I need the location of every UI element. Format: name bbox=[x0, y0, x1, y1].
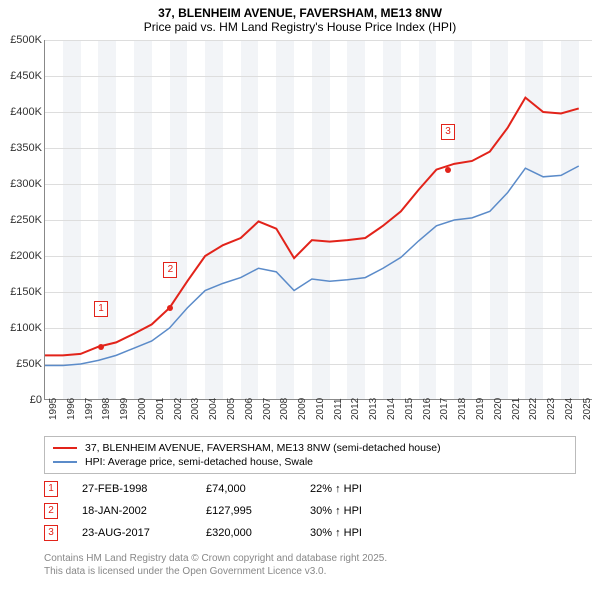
legend-row: 37, BLENHEIM AVENUE, FAVERSHAM, ME13 8NW… bbox=[53, 441, 567, 455]
transaction-row: 2 18-JAN-2002 £127,995 30% ↑ HPI bbox=[44, 500, 576, 522]
marker-dot bbox=[445, 167, 451, 173]
legend-row: HPI: Average price, semi-detached house,… bbox=[53, 455, 567, 469]
transactions-table: 1 27-FEB-1998 £74,000 22% ↑ HPI 2 18-JAN-2002… bbox=[44, 478, 576, 544]
attribution: Contains HM Land Registry data © Crown c… bbox=[44, 552, 576, 578]
y-tick-label: £150K bbox=[0, 286, 42, 298]
tx-delta: 30% ↑ HPI bbox=[310, 505, 362, 517]
series-line-s1 bbox=[45, 98, 579, 356]
chart-area: 123 199519961997199819992000200120022003… bbox=[0, 40, 600, 430]
legend: 37, BLENHEIM AVENUE, FAVERSHAM, ME13 8NW… bbox=[44, 436, 576, 474]
tx-number: 3 bbox=[44, 525, 58, 541]
x-tick-label: 2025 bbox=[582, 398, 600, 420]
tx-number: 1 bbox=[44, 481, 58, 497]
transaction-row: 3 23-AUG-2017 £320,000 30% ↑ HPI bbox=[44, 522, 576, 544]
tx-number: 2 bbox=[44, 503, 58, 519]
legend-label-series2: HPI: Average price, semi-detached house,… bbox=[85, 456, 313, 468]
tx-delta: 30% ↑ HPI bbox=[310, 527, 362, 539]
y-tick-label: £400K bbox=[0, 106, 42, 118]
tx-delta: 22% ↑ HPI bbox=[310, 483, 362, 495]
tx-price: £320,000 bbox=[206, 527, 286, 539]
tx-date: 23-AUG-2017 bbox=[82, 527, 182, 539]
y-tick-label: £50K bbox=[0, 358, 42, 370]
chart-title: 37, BLENHEIM AVENUE, FAVERSHAM, ME13 8NW bbox=[0, 6, 600, 20]
marker-dot bbox=[167, 305, 173, 311]
series-line-s2 bbox=[45, 166, 579, 365]
y-tick-label: £250K bbox=[0, 214, 42, 226]
y-tick-label: £200K bbox=[0, 250, 42, 262]
tx-price: £127,995 bbox=[206, 505, 286, 517]
legend-label-series1: 37, BLENHEIM AVENUE, FAVERSHAM, ME13 8NW… bbox=[85, 442, 441, 454]
marker-label: 2 bbox=[163, 262, 177, 278]
marker-dot bbox=[98, 344, 104, 350]
marker-label: 3 bbox=[441, 124, 455, 140]
y-tick-label: £450K bbox=[0, 70, 42, 82]
chart-subtitle: Price paid vs. HM Land Registry's House … bbox=[0, 20, 600, 34]
legend-swatch-series2 bbox=[53, 461, 77, 463]
legend-swatch-series1 bbox=[53, 447, 77, 449]
tx-date: 18-JAN-2002 bbox=[82, 505, 182, 517]
y-tick-label: £350K bbox=[0, 142, 42, 154]
y-tick-label: £100K bbox=[0, 322, 42, 334]
y-tick-label: £0 bbox=[0, 394, 42, 406]
tx-date: 27-FEB-1998 bbox=[82, 483, 182, 495]
tx-price: £74,000 bbox=[206, 483, 286, 495]
plot-region: 1 2 3 bbox=[44, 40, 592, 400]
marker-label: 1 bbox=[94, 301, 108, 317]
line-series-svg bbox=[45, 40, 592, 399]
transaction-row: 1 27-FEB-1998 £74,000 22% ↑ HPI bbox=[44, 478, 576, 500]
y-tick-label: £500K bbox=[0, 34, 42, 46]
y-tick-label: £300K bbox=[0, 178, 42, 190]
attribution-line: Contains HM Land Registry data © Crown c… bbox=[44, 552, 576, 565]
attribution-line: This data is licensed under the Open Gov… bbox=[44, 565, 576, 578]
